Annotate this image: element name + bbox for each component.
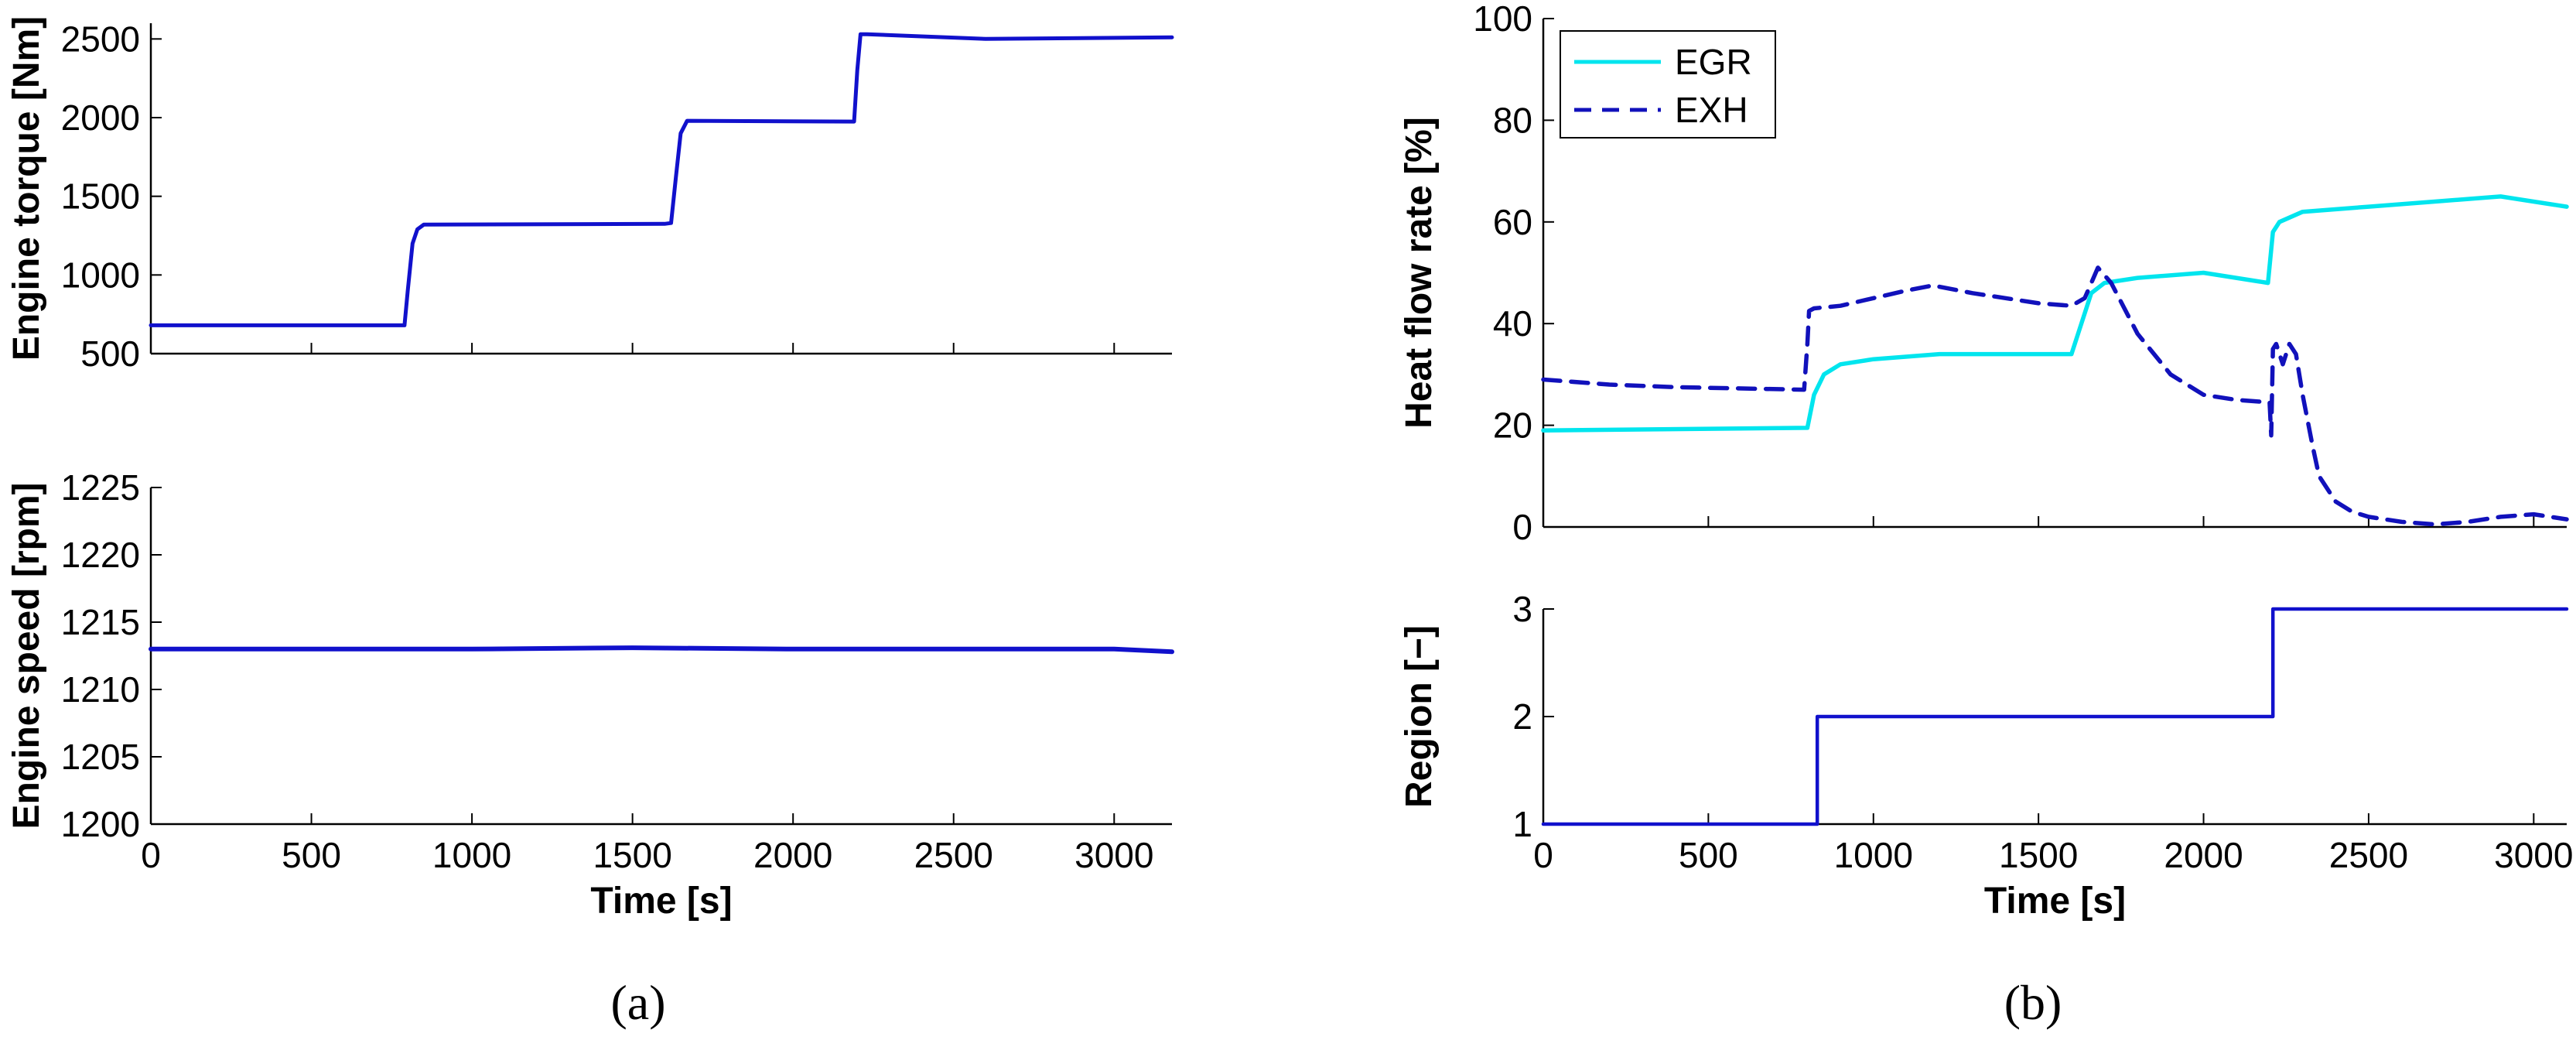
heat-flow-rate-chart: 0 20 40 60 80 100 Heat flow rate [%] EGR EXH [1399,0,2569,547]
caption-a: (a) [610,975,665,1030]
y-tick-label: 3 [1512,589,1532,629]
y-tick-label: 1000 [61,255,140,295]
caption-b: (b) [2004,975,2062,1030]
x-tick-label: 500 [1679,835,1738,875]
legend-box [1560,30,1776,139]
x-tick-label: 2000 [753,835,832,875]
x-tick-label: 500 [282,835,341,875]
engine-torque-chart: 500 1000 1500 2000 2500 Engine torque [Nm] [6,16,1174,374]
x-tick-label: 2000 [2164,835,2243,875]
x-axis-label: Time [s] [1984,881,2126,922]
x-tick-label: 1000 [432,835,511,875]
x-tick-label: 3000 [1074,835,1153,875]
y-tick-label: 1205 [61,737,140,777]
x-axis-label: Time [s] [590,881,732,922]
y-axis-label: Heat flow rate [%] [1399,117,1440,429]
x-tick-label: 2500 [2329,835,2408,875]
series-line-region [1541,607,2569,826]
series-line-speed [149,645,1174,655]
engine-speed-chart: 1200 1205 1210 1215 1220 1225 0 500 1000 1500 2000… [6,467,1174,922]
x-tick-label: 1000 [1834,835,1913,875]
legend-label-exh: EXH [1675,90,1748,130]
y-tick-label: 0 [1512,507,1532,547]
y-tick-label: 2500 [61,19,140,59]
x-tick-label: 2500 [914,835,993,875]
x-tick-label: 0 [1533,835,1553,875]
y-tick-label: 2000 [61,98,140,138]
y-tick-label: 500 [80,334,140,374]
y-tick-label: 60 [1493,202,1532,242]
y-tick-label: 20 [1493,405,1532,446]
y-tick-label: 1 [1512,804,1532,844]
y-tick-label: 1215 [61,602,140,642]
legend-label-egr: EGR [1675,42,1752,82]
x-tick-label: 1500 [593,835,671,875]
y-tick-label: 1500 [61,176,140,217]
y-tick-label: 2 [1512,696,1532,737]
y-tick-label: 100 [1473,0,1532,39]
y-tick-label: 1200 [61,804,140,844]
series-line-egr [1541,194,2569,433]
y-tick-label: 1210 [61,669,140,710]
y-axis-label: Engine speed [rpm] [6,482,47,829]
series-line-torque [149,32,1174,327]
y-tick-label: 1225 [61,467,140,508]
y-tick-label: 80 [1493,100,1532,140]
legend: EGR EXH [1560,30,1776,139]
x-tick-label: 1500 [1999,835,2078,875]
x-tick-label: 0 [141,835,161,875]
series-line-exh [1541,265,2569,527]
region-chart: 1 2 3 0 500 1000 1500 2000 2500 3000 Region [−] Tim… [1399,589,2573,922]
y-tick-label: 40 [1493,303,1532,344]
y-axis-label: Region [−] [1399,625,1440,808]
y-tick-label: 1220 [61,535,140,575]
y-axis-label: Engine torque [Nm] [6,16,47,361]
x-tick-label: 3000 [2494,835,2573,875]
